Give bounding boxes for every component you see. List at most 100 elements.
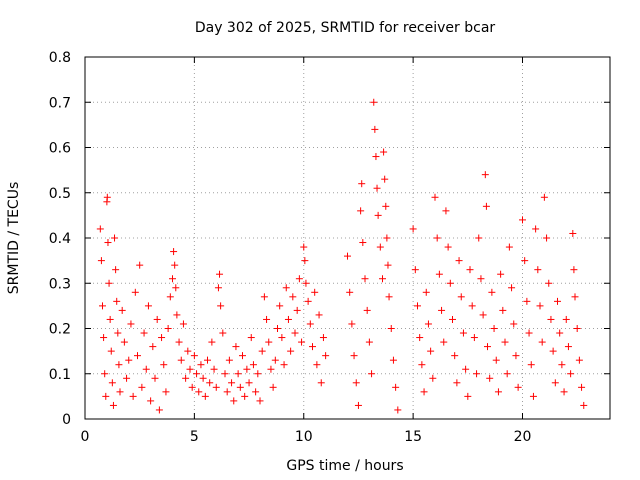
data-point: [107, 347, 115, 355]
data-point: [551, 379, 559, 387]
data-point: [249, 361, 257, 369]
x-tick-label: 0: [81, 429, 90, 445]
data-point: [140, 329, 148, 337]
data-point: [457, 293, 465, 301]
data-point: [490, 325, 498, 332]
data-point: [269, 383, 277, 391]
data-point: [571, 293, 579, 301]
data-point: [435, 270, 443, 278]
data-point: [313, 361, 321, 369]
data-point: [433, 234, 441, 242]
data-point: [199, 374, 207, 382]
data-point: [97, 257, 105, 265]
data-point: [197, 361, 205, 369]
data-point: [554, 297, 561, 305]
data-point: [225, 356, 233, 364]
data-point: [162, 388, 170, 396]
data-point: [236, 383, 244, 391]
data-point: [427, 347, 435, 355]
data-point: [260, 293, 268, 301]
data-point: [372, 153, 380, 161]
data-point: [217, 302, 225, 310]
data-point: [230, 397, 238, 405]
axis-ticks: [84, 56, 610, 420]
data-point: [578, 383, 586, 391]
data-point: [384, 261, 392, 269]
data-point: [481, 171, 489, 179]
data-point: [534, 266, 542, 274]
data-point: [418, 361, 426, 369]
data-point: [482, 202, 490, 210]
data-point: [164, 325, 172, 332]
data-point: [370, 98, 378, 106]
data-point: [267, 365, 275, 373]
data-point: [573, 325, 581, 332]
data-point: [464, 392, 472, 400]
data-point: [373, 184, 381, 192]
data-point: [525, 329, 533, 337]
data-point: [569, 229, 577, 237]
data-point: [538, 338, 546, 346]
data-point: [116, 388, 124, 396]
data-point: [508, 284, 516, 292]
data-point: [173, 311, 181, 319]
x-tick-label: 15: [404, 429, 422, 445]
data-point: [344, 252, 351, 260]
data-point: [317, 379, 325, 387]
data-point: [453, 379, 461, 387]
data-point: [160, 361, 168, 369]
data-point: [127, 320, 135, 328]
data-point: [147, 397, 155, 405]
data-point: [96, 225, 104, 233]
data-point: [114, 329, 122, 337]
data-point: [177, 356, 185, 364]
y-tick-label: 0.2: [49, 322, 71, 338]
data-point: [101, 370, 109, 378]
data-point: [459, 329, 467, 337]
data-point: [190, 352, 198, 360]
data-point: [556, 329, 564, 337]
data-point: [532, 225, 540, 233]
data-point: [462, 365, 470, 373]
data-point: [254, 370, 262, 378]
data-point: [350, 352, 358, 360]
data-point: [247, 334, 255, 342]
data-point: [193, 370, 201, 378]
data-point: [442, 207, 450, 215]
data-point: [102, 392, 110, 400]
data-point: [271, 356, 279, 364]
data-point: [479, 311, 487, 319]
data-point: [365, 338, 373, 346]
data-point: [104, 239, 112, 247]
y-axis-label: SRMTID / TECUs: [6, 182, 22, 295]
data-point: [144, 302, 152, 310]
data-point: [383, 234, 391, 242]
data-point: [359, 239, 367, 247]
data-point: [379, 275, 386, 283]
data-point: [560, 388, 568, 396]
data-point: [153, 315, 161, 323]
data-point: [497, 270, 505, 278]
data-point: [138, 383, 146, 391]
data-point: [492, 356, 500, 364]
data-point: [494, 388, 502, 396]
data-point: [322, 352, 330, 360]
y-tick-label: 0: [62, 412, 71, 428]
data-point: [558, 361, 566, 369]
data-point: [394, 406, 402, 414]
data-point: [512, 352, 520, 360]
data-point: [440, 338, 448, 346]
data-point: [170, 248, 178, 256]
data-point: [486, 374, 494, 382]
y-tick-label: 0.6: [49, 141, 71, 157]
data-point: [212, 383, 220, 391]
data-point: [184, 347, 192, 355]
data-point: [540, 193, 548, 201]
data-point: [282, 284, 290, 292]
data-point: [113, 297, 121, 305]
data-point: [284, 315, 292, 323]
data-point: [252, 388, 260, 396]
data-point: [111, 234, 119, 242]
data-point: [363, 306, 371, 314]
